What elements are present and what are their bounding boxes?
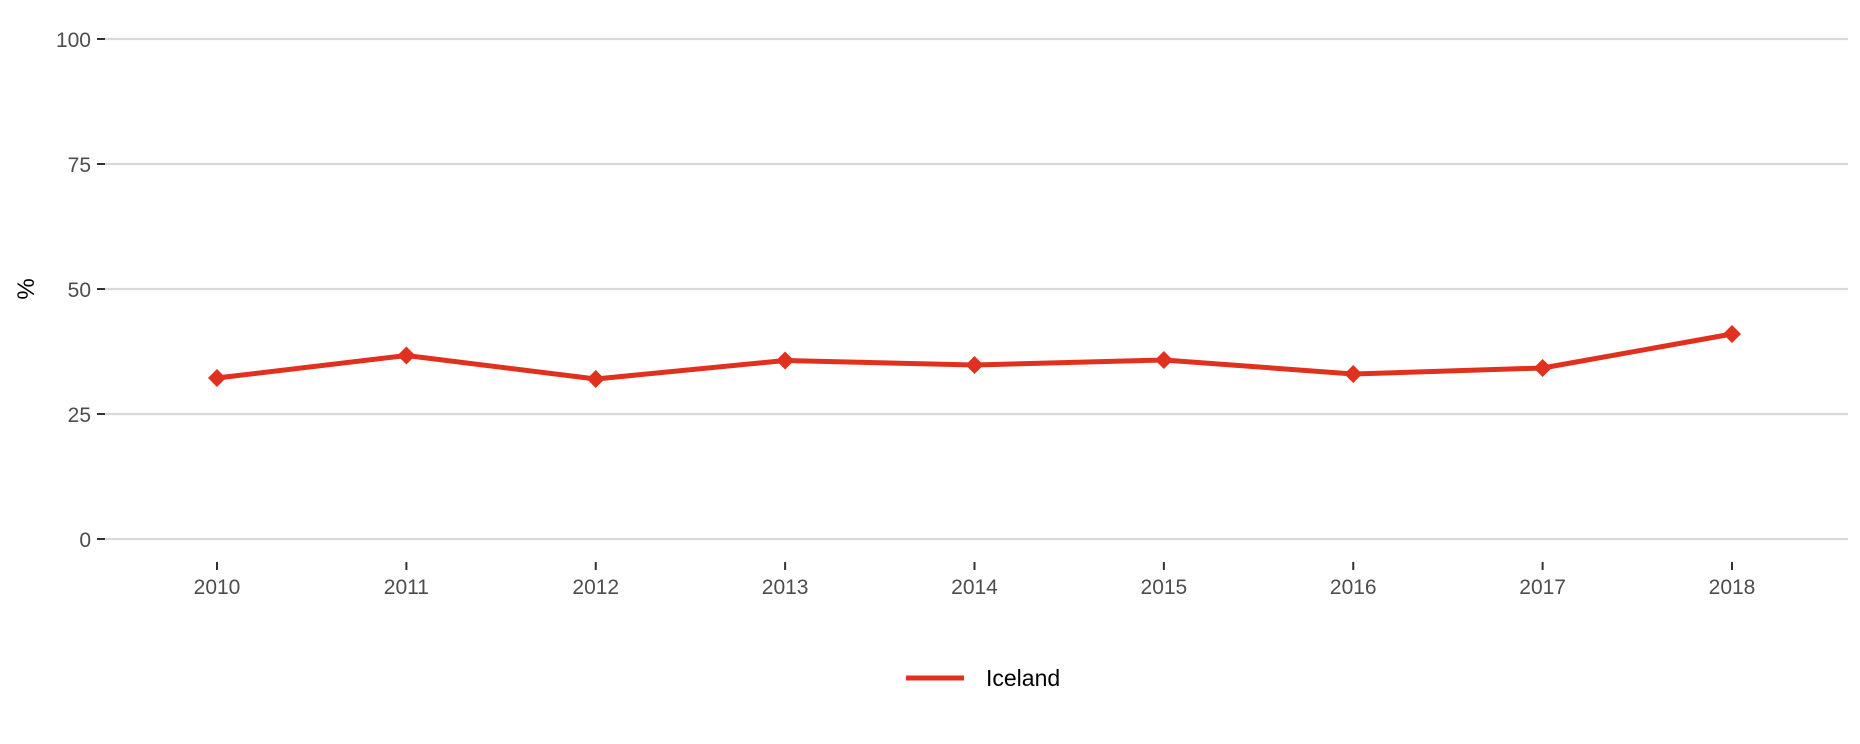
data-point — [208, 369, 226, 387]
legend: Iceland — [906, 665, 1060, 691]
data-point — [776, 351, 795, 370]
y-tick-label: 25 — [68, 404, 91, 427]
x-tick-label: 2018 — [1709, 576, 1756, 599]
y-tick-label: 0 — [79, 529, 91, 552]
data-point — [1723, 325, 1741, 343]
data-point — [586, 370, 605, 388]
x-axis-ticks: 2010 2011 2012 2013 2014 2015 2016 2017 2018 — [194, 562, 1756, 599]
y-tick-label: 75 — [68, 154, 91, 177]
y-tick-label: 100 — [56, 29, 91, 52]
x-tick-label: 2013 — [762, 576, 809, 599]
y-tick-label: 50 — [68, 279, 91, 302]
x-tick-label: 2015 — [1141, 576, 1188, 599]
x-tick-label: 2016 — [1330, 576, 1377, 599]
data-point — [965, 356, 984, 374]
series-layer — [208, 325, 1741, 388]
data-point — [397, 346, 416, 365]
x-tick-label: 2017 — [1519, 576, 1566, 599]
x-tick-label: 2014 — [951, 576, 998, 599]
y-axis-ticks: 0 25 50 75 100 — [56, 29, 105, 552]
x-tick-label: 2010 — [194, 576, 241, 599]
legend-label-iceland: Iceland — [986, 665, 1060, 691]
data-point — [1344, 365, 1363, 383]
x-tick-label: 2012 — [572, 576, 619, 599]
data-point — [1154, 351, 1173, 369]
x-tick-label: 2011 — [384, 576, 429, 599]
y-axis-title: % — [13, 278, 40, 299]
y-gridlines — [105, 37, 1848, 541]
data-point — [1533, 359, 1552, 377]
